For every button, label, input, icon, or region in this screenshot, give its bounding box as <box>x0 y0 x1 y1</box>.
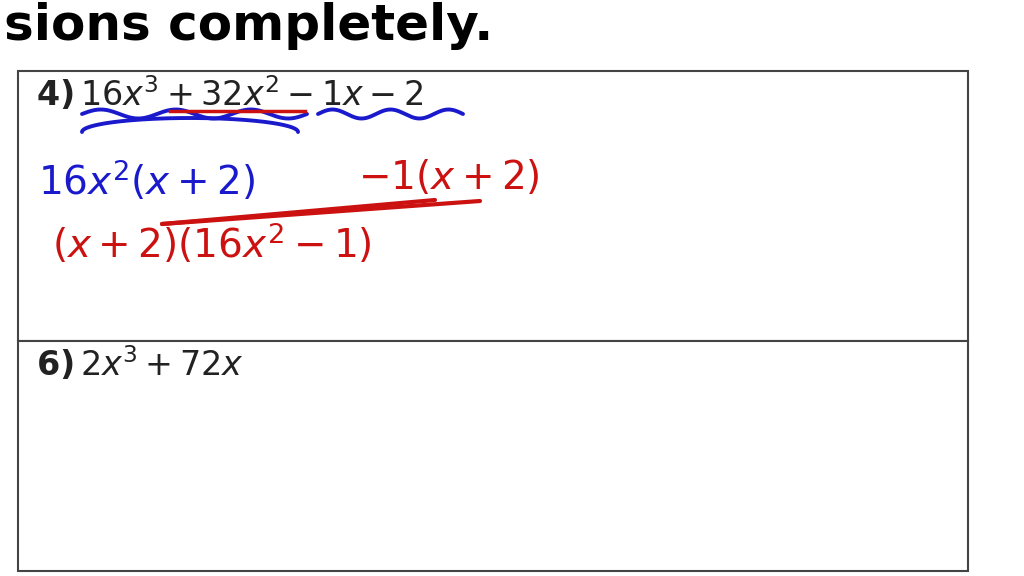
Text: sions completely.: sions completely. <box>4 2 494 50</box>
Text: $16x^2(x + 2)$: $16x^2(x + 2)$ <box>38 158 255 203</box>
Text: $- 1(x + 2 )$: $- 1(x + 2 )$ <box>358 158 540 197</box>
Text: $\mathbf{6)}$: $\mathbf{6)}$ <box>36 348 74 382</box>
Bar <box>18 341 968 571</box>
Text: $(x+2)(16x^2-1)$: $(x+2)(16x^2-1)$ <box>52 221 372 266</box>
Text: $\mathbf{4)}$: $\mathbf{4)}$ <box>36 78 74 112</box>
Text: $2x^3+72x$: $2x^3+72x$ <box>80 348 244 383</box>
Text: $16x^3+32x^2-1x-2$: $16x^3+32x^2-1x-2$ <box>80 78 423 113</box>
Bar <box>18 71 968 341</box>
